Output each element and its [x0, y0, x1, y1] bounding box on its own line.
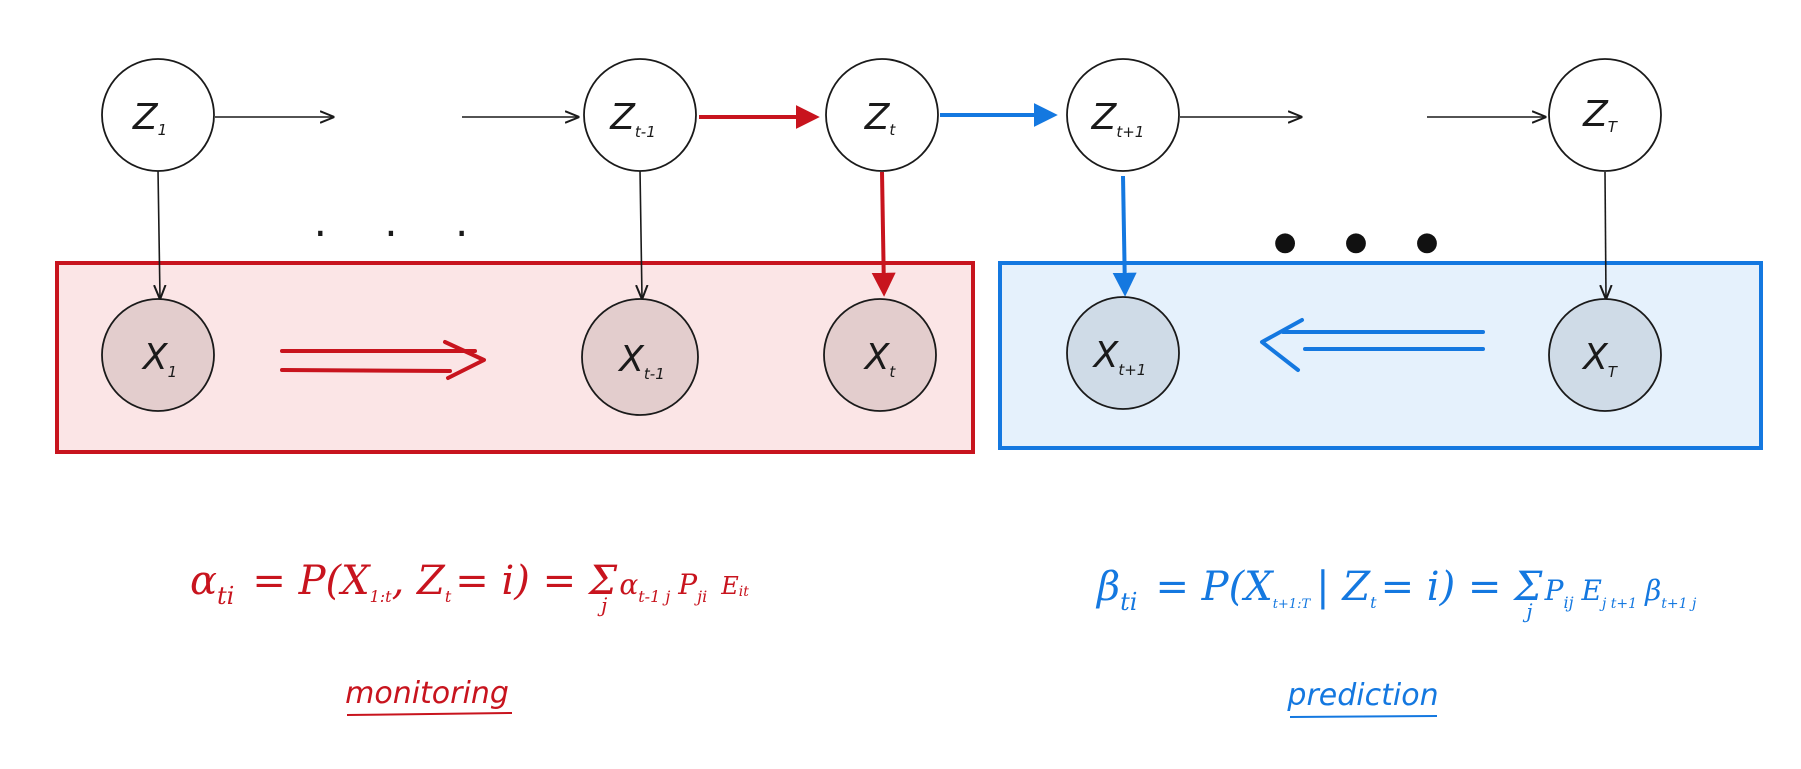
prediction-caption: prediction — [1286, 678, 1438, 713]
latent-node-zt+1: Zt+1 — [1066, 58, 1180, 172]
emission-arrow-t — [871, 171, 896, 297]
prediction-underline — [1289, 715, 1438, 718]
svg-text:X1: X1 — [141, 337, 177, 381]
svg-text:Xt: Xt — [863, 337, 897, 381]
latent-node-z1: Z1 — [101, 58, 215, 172]
latent-node-zt-1: Zt-1 — [583, 58, 697, 172]
svg-text:Zt+1: Zt+1 — [1091, 97, 1145, 141]
svg-text:Zt: Zt — [864, 97, 897, 139]
emission-arrow-1 — [158, 169, 160, 298]
latent-node-zT: ZT — [1548, 58, 1662, 172]
emission-arrow-T — [1605, 171, 1606, 298]
ellipsis-small: · · · — [314, 209, 491, 258]
svg-text:Xt-1: Xt-1 — [617, 339, 665, 383]
svg-text:XT: XT — [1581, 337, 1619, 381]
forward-double-arrow — [280, 340, 486, 380]
emission-arrow-t+1 — [1112, 175, 1137, 297]
monitoring-caption: monitoring — [345, 676, 509, 711]
observed-node-xt-1: Xt-1 — [581, 298, 699, 416]
latent-node-zt: Zt — [825, 58, 939, 172]
svg-text:Z1: Z1 — [132, 97, 167, 139]
backward-double-arrow — [1260, 318, 1485, 372]
emission-arrow-t-1 — [640, 169, 642, 298]
observed-node-xT: XT — [1548, 298, 1662, 412]
observed-node-x1: X1 — [101, 298, 215, 412]
monitoring-underline — [346, 712, 513, 716]
svg-text:Xt+1: Xt+1 — [1092, 335, 1147, 379]
ellipsis-large: ● ● ● — [1274, 227, 1459, 257]
svg-text:ZT: ZT — [1582, 94, 1619, 136]
observed-node-xt+1: Xt+1 — [1066, 296, 1180, 410]
observed-node-xt: Xt — [823, 298, 937, 412]
svg-text:Zt-1: Zt-1 — [609, 97, 656, 141]
